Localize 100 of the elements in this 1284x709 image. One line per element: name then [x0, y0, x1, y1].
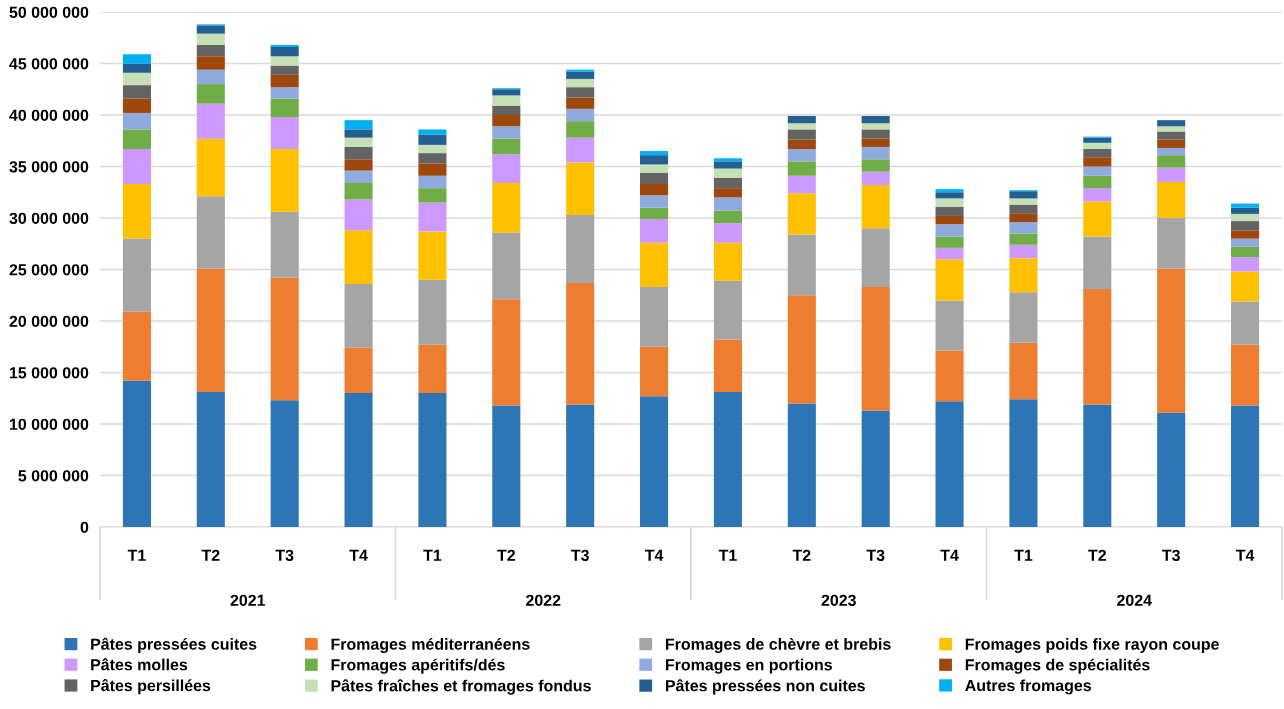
- bar: [1083, 201, 1112, 237]
- bar: [122, 380, 151, 527]
- bar: [1231, 221, 1260, 231]
- bar: [196, 138, 225, 197]
- bar: [270, 47, 299, 57]
- x-tick-label: T2: [792, 549, 811, 561]
- bar: [418, 163, 447, 176]
- bar: [418, 134, 447, 145]
- bar: [861, 185, 890, 229]
- bar: [196, 44, 225, 57]
- bar: [196, 69, 225, 85]
- text: 2022: [526, 594, 561, 606]
- bar: [1231, 271, 1260, 302]
- bar: [713, 223, 742, 243]
- bar: [787, 123, 816, 130]
- bar: [1009, 222, 1038, 234]
- y-tick-label: 5 000 000: [18, 470, 89, 482]
- bar: [1083, 188, 1112, 202]
- bar: [418, 344, 447, 394]
- bar: [640, 184, 669, 196]
- bar: [1231, 405, 1260, 527]
- bar: [713, 168, 742, 178]
- bar: [861, 410, 890, 527]
- bar: [935, 198, 964, 207]
- x-tick-label: T4: [940, 549, 959, 561]
- bar: [270, 56, 299, 66]
- bar: [787, 129, 816, 140]
- bar: [344, 146, 373, 160]
- bar: [196, 56, 225, 70]
- bar: [1157, 155, 1186, 168]
- bar: [861, 287, 890, 411]
- bar: [566, 162, 595, 215]
- bar: [196, 196, 225, 269]
- y-tick-label: 40 000 000: [9, 109, 89, 121]
- bar: [1231, 257, 1260, 272]
- bar: [270, 400, 299, 527]
- bar: [566, 78, 595, 88]
- x-tick-label: T2: [1088, 549, 1106, 561]
- bar: [1231, 230, 1260, 239]
- bar: [1009, 204, 1038, 214]
- bar: [122, 129, 151, 149]
- bar: [196, 103, 225, 139]
- bar: [861, 171, 890, 186]
- bar: [935, 401, 964, 527]
- legend-label: Fromages de chèvre et brebis: [665, 637, 891, 654]
- bar: [1083, 142, 1112, 149]
- bar: [196, 84, 225, 104]
- bar: [1083, 157, 1112, 167]
- bar: [492, 182, 521, 233]
- x-tick-label: T3: [571, 549, 589, 561]
- y-tick-label: 15 000 000: [9, 367, 89, 379]
- bar: [640, 164, 669, 173]
- bar: [935, 189, 964, 193]
- bar: [492, 105, 521, 115]
- bar: [566, 69, 595, 72]
- bar: [1231, 344, 1260, 406]
- bar: [122, 85, 151, 99]
- bar: [787, 403, 816, 527]
- bar: [344, 120, 373, 130]
- bar: [344, 182, 373, 200]
- bar: [1157, 126, 1186, 132]
- bar: [492, 232, 521, 300]
- bar: [935, 247, 964, 260]
- bar: [1083, 148, 1112, 158]
- legend-label: Pâtes pressées non cuites: [665, 679, 865, 695]
- bar: [492, 126, 521, 139]
- bar: [270, 117, 299, 149]
- bar: [344, 137, 373, 147]
- x-tick-label: T2: [201, 549, 220, 561]
- legend-label: Fromages méditerranéens: [331, 637, 530, 654]
- x-tick-label: T1: [718, 549, 737, 561]
- bar: [713, 210, 742, 224]
- bar: [1231, 203, 1260, 208]
- bar: [1157, 268, 1186, 413]
- bar: [344, 159, 373, 171]
- bar: [270, 65, 299, 75]
- bar: [640, 155, 669, 165]
- bar: [861, 123, 890, 130]
- bar: [492, 154, 521, 183]
- bar: [122, 148, 151, 185]
- bar: [640, 172, 669, 185]
- bar: [640, 242, 669, 288]
- bar: [1083, 236, 1112, 290]
- bar: [640, 195, 669, 208]
- text: 2023: [821, 594, 856, 606]
- bar: [566, 214, 595, 283]
- bar: [861, 138, 890, 147]
- bar: [492, 138, 521, 155]
- bar: [861, 146, 890, 160]
- bar: [344, 230, 373, 284]
- x-tick-label: T1: [423, 549, 442, 561]
- bar: [418, 144, 447, 154]
- bar: [1157, 131, 1186, 140]
- bar: [1231, 213, 1260, 222]
- bar: [787, 161, 816, 176]
- bar: [713, 280, 742, 340]
- bar: [1009, 342, 1038, 400]
- y-tick-label: 50 000 000: [9, 6, 89, 18]
- bar: [640, 219, 669, 243]
- bar: [344, 170, 373, 183]
